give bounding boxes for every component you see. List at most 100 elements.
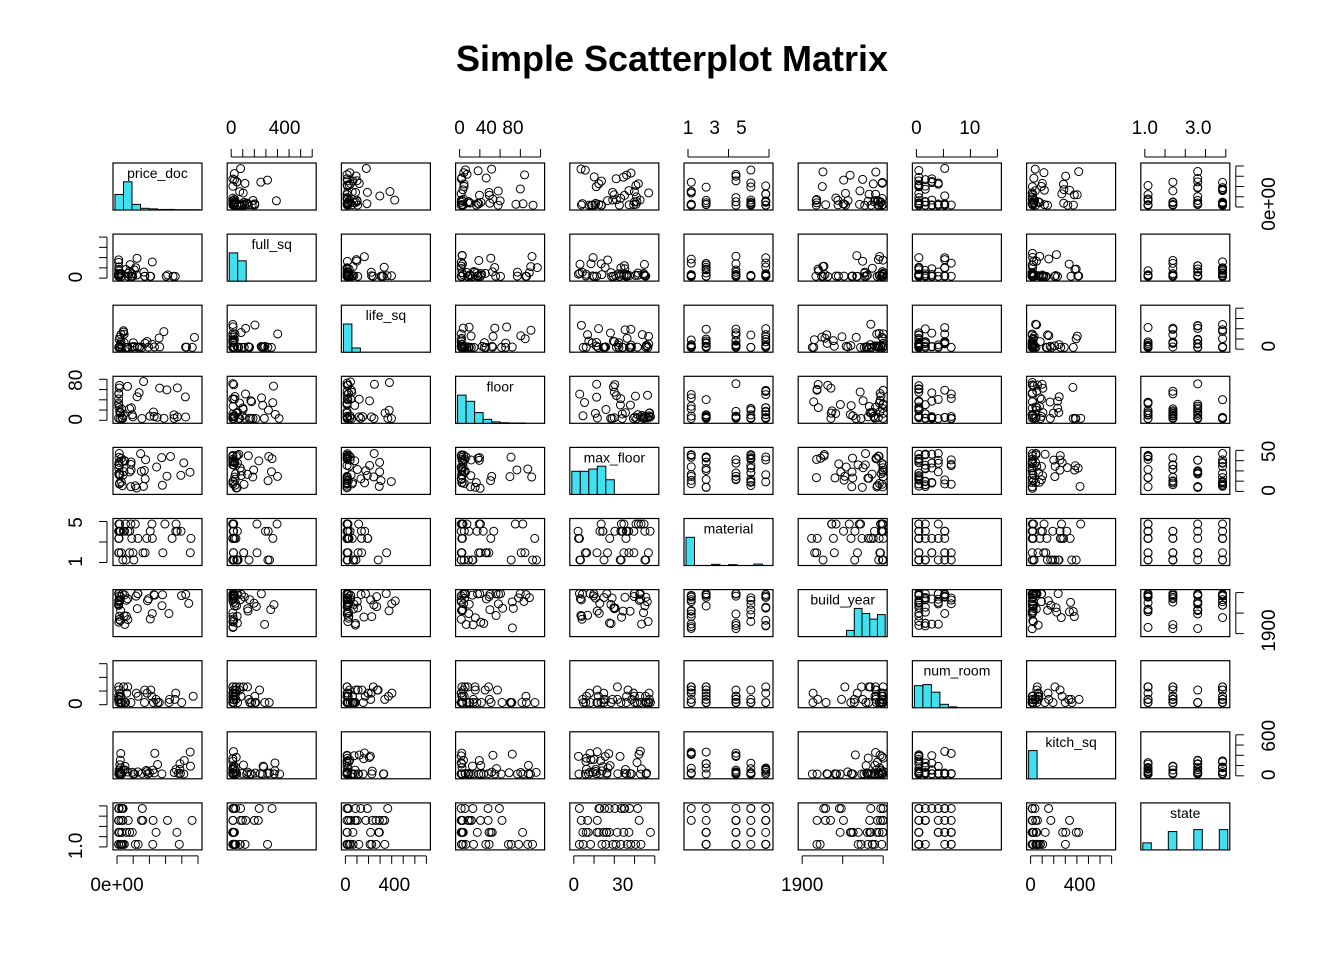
- panel-frame: [1025, 517, 1117, 567]
- scatter-point: [184, 598, 194, 608]
- panel-frame: [683, 731, 774, 780]
- scatter-point: [686, 694, 696, 704]
- scatter-point: [731, 769, 741, 779]
- scatter-point: [1218, 462, 1228, 472]
- scatter-point: [1051, 603, 1061, 613]
- scatter-point: [872, 481, 882, 491]
- scatter-point: [577, 614, 587, 624]
- scatter-point: [343, 412, 353, 422]
- scatter-point: [380, 839, 390, 849]
- scatter-point: [1143, 410, 1153, 420]
- scatter-point: [686, 803, 696, 813]
- scatter-point: [927, 413, 937, 423]
- scatter-point: [575, 594, 585, 604]
- scatter-point: [1193, 195, 1203, 205]
- scatter-point: [746, 616, 756, 626]
- axis-tick-label: 50: [1259, 441, 1280, 462]
- scatter-point: [850, 526, 860, 536]
- scatter-point: [746, 454, 756, 464]
- scatter-point: [347, 387, 357, 397]
- variable-label: full_sq: [251, 236, 291, 252]
- hist-bar: [482, 418, 493, 424]
- scatter-point: [577, 199, 587, 209]
- scatter-point: [636, 839, 646, 849]
- panel-full_sq-vs-build_year: [797, 233, 888, 282]
- scatter-point: [574, 769, 584, 779]
- scatter-point: [914, 265, 924, 275]
- scatter-point: [159, 413, 169, 423]
- scatter-point: [185, 747, 195, 757]
- scatter-point: [608, 382, 618, 392]
- scatter-point: [761, 763, 771, 773]
- scatter-point: [1028, 698, 1038, 708]
- panel-frame: [1025, 588, 1117, 638]
- scatter-point: [353, 685, 363, 695]
- scatter-point: [686, 591, 696, 601]
- scatter-point: [258, 400, 268, 410]
- scatter-point: [761, 452, 771, 462]
- scatter-point: [175, 759, 185, 769]
- panel-frame: [1025, 446, 1117, 495]
- scatter-point: [1218, 762, 1228, 772]
- scatter-point: [946, 414, 956, 424]
- scatter-point: [1143, 758, 1153, 768]
- scatter-point: [914, 413, 924, 423]
- axis-tick-label: 0: [66, 414, 87, 425]
- scatter-point: [591, 182, 601, 192]
- scatter-point: [481, 173, 491, 183]
- scatter-point: [1039, 200, 1049, 210]
- scatter-point: [731, 458, 741, 468]
- scatter-point: [914, 193, 924, 203]
- scatter-point: [476, 197, 486, 207]
- scatter-point: [243, 451, 253, 461]
- panel-frame: [911, 304, 1003, 353]
- scatter-point: [342, 174, 352, 184]
- scatter-point: [342, 768, 352, 778]
- scatter-point: [864, 189, 874, 199]
- scatter-point: [497, 815, 507, 825]
- scatter-point: [120, 526, 130, 536]
- scatter-point: [114, 449, 124, 459]
- panel-life_sq-vs-full_sq: [226, 304, 317, 353]
- scatter-point: [624, 827, 634, 837]
- scatter-point: [946, 258, 956, 268]
- scatter-point: [920, 589, 930, 599]
- scatter-point: [114, 383, 124, 393]
- scatter-point: [140, 548, 150, 558]
- scatter-point: [114, 257, 124, 267]
- scatter-point: [165, 694, 175, 704]
- scatter-point: [576, 555, 586, 565]
- panel-material-vs-full_sq: [226, 517, 317, 567]
- scatter-point: [123, 271, 133, 281]
- scatter-point: [1040, 449, 1050, 459]
- scatter-point: [532, 555, 542, 565]
- scatter-point: [1168, 526, 1178, 536]
- scatter-point: [701, 410, 711, 420]
- scatter-point: [1193, 174, 1203, 184]
- scatter-point: [484, 190, 494, 200]
- scatter-point: [809, 397, 819, 407]
- scatter-point: [142, 336, 152, 346]
- scatter-point: [846, 341, 856, 351]
- scatter-point: [946, 555, 956, 565]
- scatter-point: [1048, 526, 1058, 536]
- scatter-point: [644, 411, 654, 421]
- scatter-point: [875, 750, 885, 760]
- scatter-point: [914, 166, 924, 176]
- scatter-point: [1218, 600, 1228, 610]
- axis-ticks: [230, 149, 313, 158]
- scatter-point: [731, 748, 741, 758]
- scatter-point: [870, 402, 880, 412]
- scatter-point: [360, 589, 370, 599]
- scatter-point: [1027, 449, 1037, 459]
- scatter-point: [731, 251, 741, 261]
- scatter-point: [359, 252, 369, 262]
- scatter-point: [530, 533, 540, 543]
- scatter-point: [933, 178, 943, 188]
- scatter-point: [115, 596, 125, 606]
- hist-bar: [869, 618, 878, 638]
- scatter-point: [946, 271, 956, 281]
- scatter-point: [1050, 555, 1060, 565]
- scatter-point: [746, 178, 756, 188]
- scatter-point: [686, 763, 696, 773]
